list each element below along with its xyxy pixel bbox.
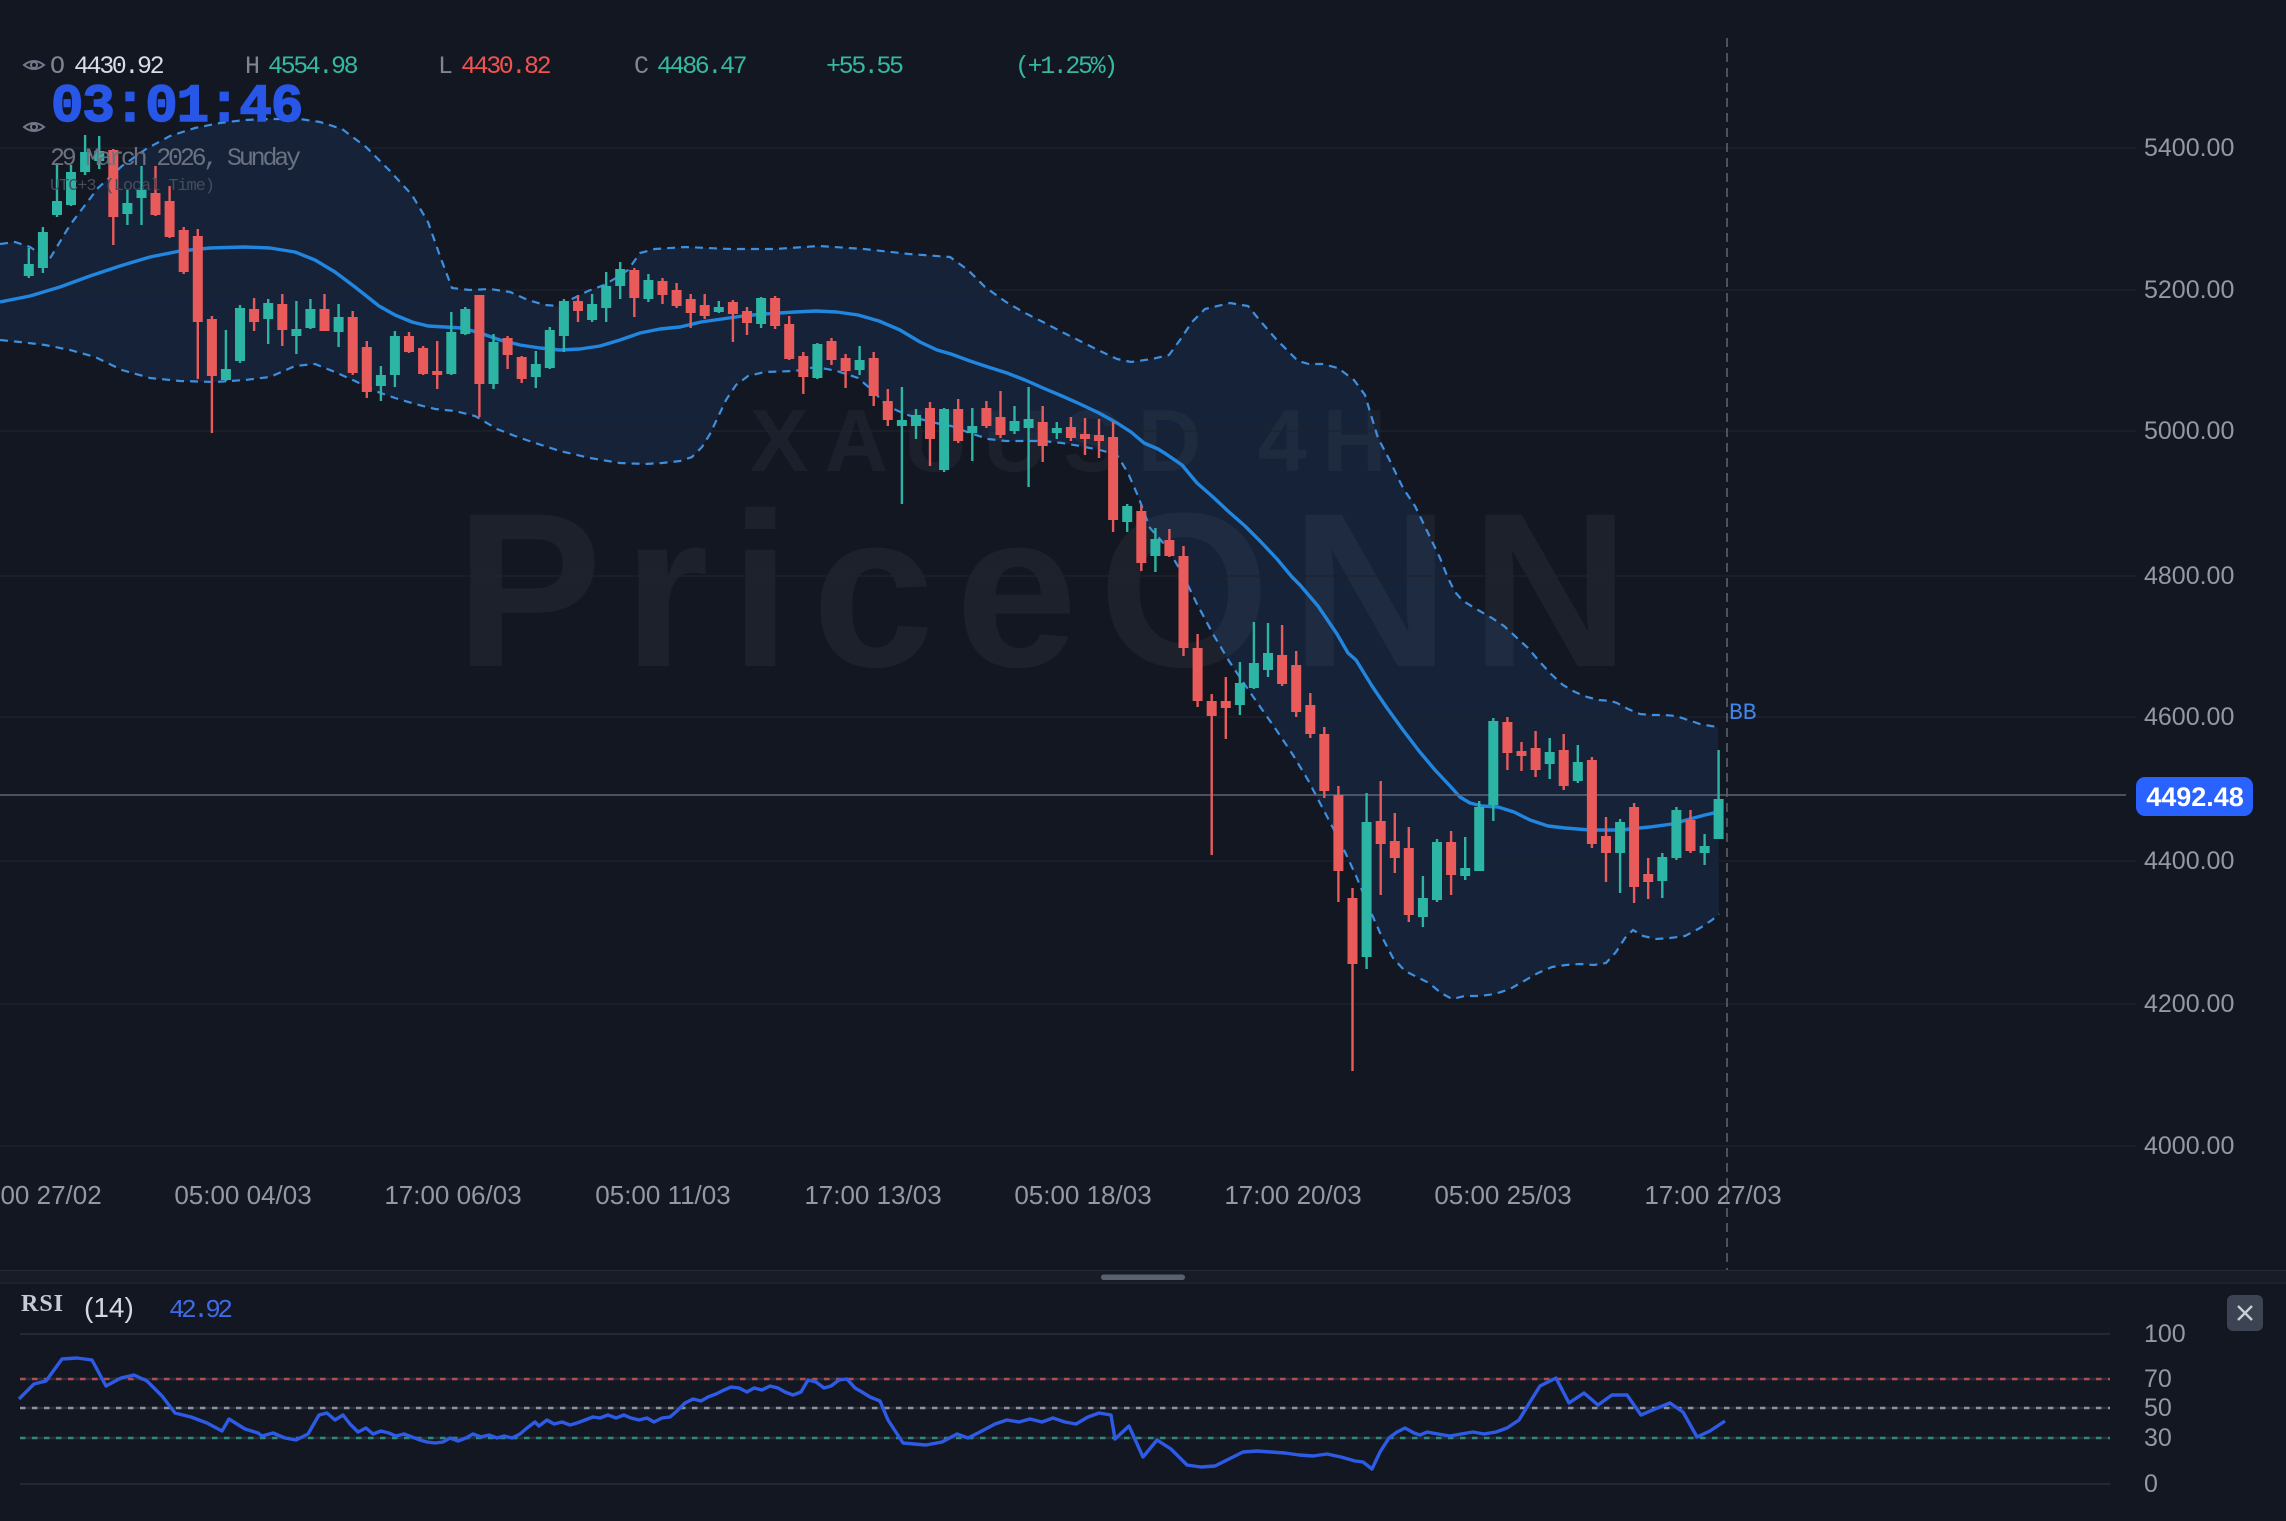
svg-text:17:00 20/03: 17:00 20/03 [1224, 1180, 1361, 1210]
svg-text:4492.48: 4492.48 [2146, 782, 2244, 812]
svg-text:UTC+3 (Local Time): UTC+3 (Local Time) [50, 177, 214, 196]
svg-text:50: 50 [2144, 1394, 2172, 1422]
svg-text:4200.00: 4200.00 [2144, 990, 2234, 1018]
svg-text:30: 30 [2144, 1424, 2172, 1452]
svg-text:H: H [245, 52, 259, 81]
svg-text:RSI: RSI [21, 1291, 64, 1317]
svg-text:05:00 25/03: 05:00 25/03 [1434, 1180, 1571, 1210]
svg-text:05:00 18/03: 05:00 18/03 [1014, 1180, 1151, 1210]
svg-text:03:01:46: 03:01:46 [51, 77, 302, 138]
svg-text:4554.98: 4554.98 [268, 52, 358, 81]
svg-text:17:00 27/02: 17:00 27/02 [0, 1180, 102, 1210]
svg-text:4000.00: 4000.00 [2144, 1132, 2234, 1160]
svg-text:5400.00: 5400.00 [2144, 134, 2234, 162]
svg-text:PriceONN: PriceONN [455, 467, 1650, 713]
svg-text:4430.92: 4430.92 [74, 52, 164, 81]
svg-text:4800.00: 4800.00 [2144, 562, 2234, 590]
svg-text:05:00 04/03: 05:00 04/03 [174, 1180, 311, 1210]
svg-text:O: O [50, 52, 64, 81]
svg-text:4600.00: 4600.00 [2144, 703, 2234, 731]
svg-text:(+1.25%): (+1.25%) [1015, 52, 1116, 81]
svg-text:(14): (14) [84, 1292, 134, 1323]
svg-text:29 March 2026, Sunday: 29 March 2026, Sunday [50, 144, 301, 173]
svg-text:17:00 27/03: 17:00 27/03 [1644, 1180, 1781, 1210]
svg-text:17:00 06/03: 17:00 06/03 [384, 1180, 521, 1210]
svg-text:0: 0 [2144, 1470, 2158, 1498]
svg-text:4486.47: 4486.47 [657, 52, 747, 81]
svg-text:17:00 13/03: 17:00 13/03 [804, 1180, 941, 1210]
svg-text:C: C [634, 52, 648, 81]
svg-text:42.92: 42.92 [169, 1295, 231, 1325]
svg-text:+55.55: +55.55 [826, 52, 903, 81]
svg-text:05:00 11/03: 05:00 11/03 [595, 1180, 730, 1210]
svg-text:XAUUSD 4H: XAUUSD 4H [750, 391, 1403, 490]
svg-text:L: L [438, 52, 452, 81]
svg-text:4430.82: 4430.82 [461, 52, 551, 81]
svg-text:5200.00: 5200.00 [2144, 276, 2234, 304]
svg-text:100: 100 [2144, 1320, 2186, 1348]
svg-text:70: 70 [2144, 1365, 2172, 1393]
svg-text:5000.00: 5000.00 [2144, 417, 2234, 445]
svg-text:4400.00: 4400.00 [2144, 847, 2234, 875]
svg-text:BB: BB [1729, 700, 1757, 726]
